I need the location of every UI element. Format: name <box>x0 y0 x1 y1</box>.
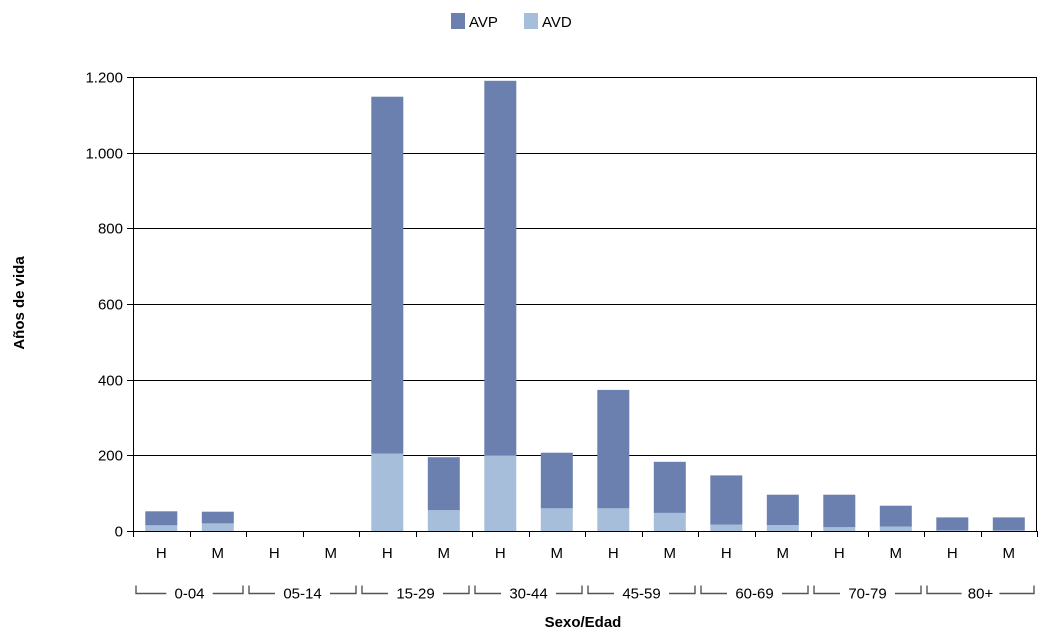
x-group-label: 45-59 <box>622 586 660 603</box>
bar-avp-5 <box>427 457 460 511</box>
bar-avd-5 <box>427 510 460 531</box>
bar-avd-4 <box>371 453 404 531</box>
bar-avp-6 <box>484 80 517 456</box>
group-bracket <box>999 585 1035 595</box>
bar-avd-1 <box>201 523 234 531</box>
group-bracket <box>212 585 244 595</box>
bars <box>145 80 1025 531</box>
bar-avp-10 <box>710 475 743 525</box>
bar-avd-0 <box>145 525 178 531</box>
x-axis-title: Sexo/Edad <box>545 614 622 631</box>
bar-avd-8 <box>597 508 630 531</box>
y-axis-title: Años de vida <box>11 256 28 350</box>
bar-avp-7 <box>540 452 573 509</box>
group-bracket <box>474 585 501 595</box>
x-category-label: H <box>721 545 732 562</box>
bar-avp-12 <box>823 494 856 528</box>
x-group-label: 60-69 <box>735 586 773 603</box>
x-group-label: 0-04 <box>174 586 204 603</box>
bar-avp-15 <box>992 517 1025 531</box>
legend-label-avp: AVP <box>469 14 498 31</box>
bar-avd-10 <box>710 524 743 531</box>
x-category-label: H <box>608 545 619 562</box>
x-category-label: M <box>551 545 564 562</box>
x-category-label: M <box>890 545 903 562</box>
x-group-label: 15-29 <box>396 586 434 603</box>
bar-avd-15 <box>992 530 1025 531</box>
group-bracket <box>813 585 840 595</box>
group-bracket <box>669 585 696 595</box>
y-tick-label: 0 <box>115 524 123 541</box>
bar-avd-12 <box>823 527 856 531</box>
legend-swatch-avd <box>524 13 538 29</box>
bar-avd-7 <box>540 508 573 531</box>
legend-label-avd: AVD <box>542 14 572 31</box>
bar-avd-14 <box>936 530 969 531</box>
bar-avp-13 <box>879 505 912 527</box>
group-bracket <box>556 585 583 595</box>
axes <box>133 77 1037 536</box>
x-group-label: 80+ <box>968 586 994 603</box>
bar-avp-0 <box>145 511 178 526</box>
group-bracket <box>700 585 727 595</box>
bar-avp-1 <box>201 511 234 524</box>
bar-avd-9 <box>653 512 686 531</box>
x-category-label: M <box>212 545 225 562</box>
bar-avd-6 <box>484 455 517 531</box>
bar-avp-4 <box>371 96 404 454</box>
x-group-label: 05-14 <box>283 586 321 603</box>
x-category-label: H <box>495 545 506 562</box>
bar-avp-8 <box>597 389 630 509</box>
y-tick-label: 400 <box>98 373 123 390</box>
x-category-label: M <box>664 545 677 562</box>
x-category-label: M <box>1003 545 1016 562</box>
group-bracket <box>895 585 922 595</box>
y-axis-ticks: 0 200 400 600 800 1.000 1.200 <box>85 70 133 541</box>
group-bracket <box>330 585 357 595</box>
bar-avp-14 <box>936 517 969 531</box>
x-category-label: H <box>834 545 845 562</box>
group-bracket <box>587 585 614 595</box>
bar-avd-13 <box>879 526 912 531</box>
y-tick-label: 600 <box>98 297 123 314</box>
y-tick-label: 1.000 <box>85 146 123 163</box>
group-bracket <box>361 585 388 595</box>
bar-avp-11 <box>766 494 799 525</box>
group-bracket <box>248 585 275 595</box>
y-tick-label: 200 <box>98 448 123 465</box>
x-category-label: H <box>156 545 167 562</box>
x-axis-groups: 0-04 05-14 15-29 30-44 45-59 60-69 70-79 80+ <box>135 585 1035 603</box>
x-category-label: H <box>269 545 280 562</box>
group-bracket <box>135 585 167 595</box>
gridlines <box>133 77 1037 456</box>
x-category-label: H <box>382 545 393 562</box>
x-group-label: 70-79 <box>848 586 886 603</box>
x-group-label: 30-44 <box>509 586 547 603</box>
y-tick-label: 1.200 <box>85 70 123 87</box>
x-category-label: M <box>325 545 338 562</box>
group-bracket <box>926 585 962 595</box>
x-category-label: M <box>438 545 451 562</box>
y-tick-label: 800 <box>98 221 123 238</box>
bar-avd-11 <box>766 524 799 531</box>
bar-avp-9 <box>653 461 686 513</box>
legend: AVP AVD <box>451 13 572 31</box>
group-bracket <box>443 585 470 595</box>
group-bracket <box>782 585 809 595</box>
legend-swatch-avp <box>451 13 465 29</box>
x-category-label: H <box>947 545 958 562</box>
x-category-label: M <box>777 545 790 562</box>
